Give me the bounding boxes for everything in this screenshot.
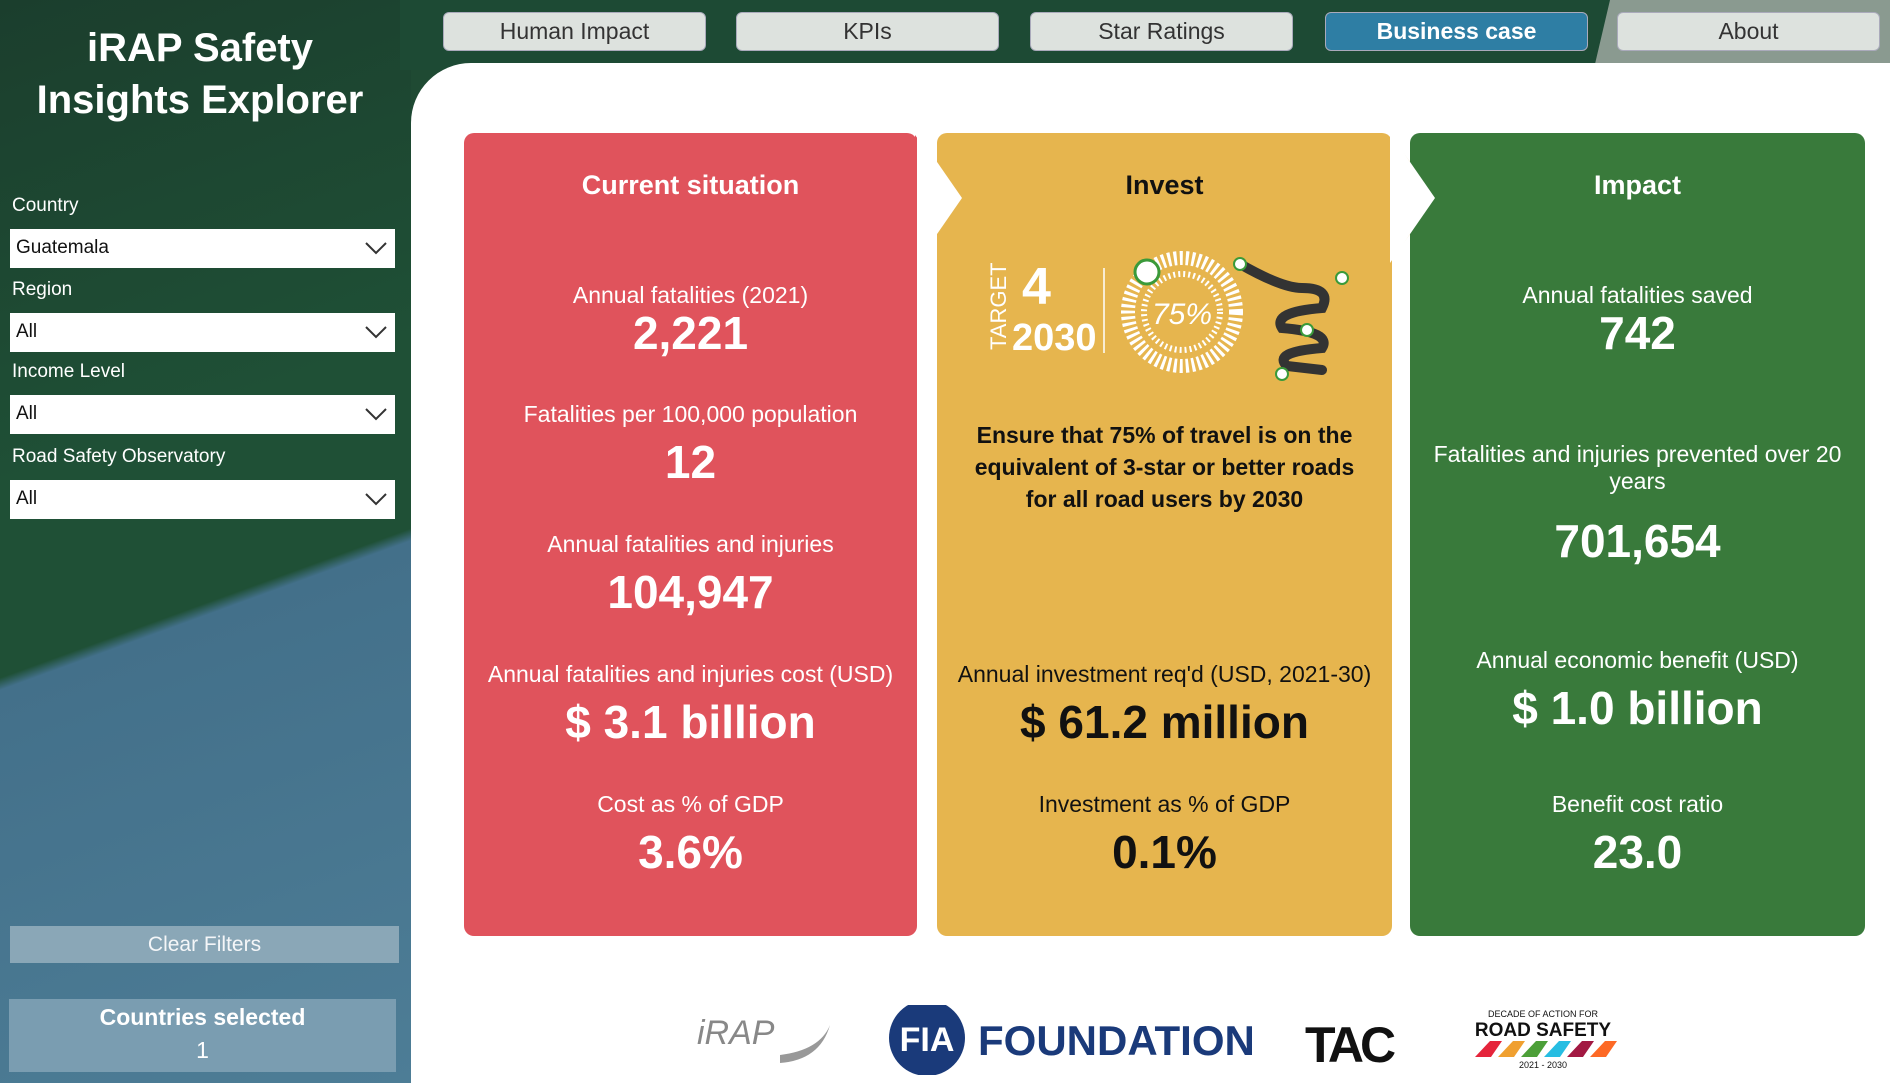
panel-title: Impact xyxy=(1593,170,1682,200)
decade-main: ROAD SAFETY xyxy=(1475,1020,1612,1041)
metric-label: Benefit cost ratio xyxy=(1551,791,1724,817)
metric-label: Cost as % of GDP xyxy=(597,791,784,817)
nav-tab[interactable]: Business case xyxy=(1325,12,1588,51)
metric-value: 701,654 xyxy=(1554,515,1721,567)
fia-circle xyxy=(889,1005,965,1075)
decade-stripe xyxy=(1475,1041,1502,1057)
nav-tab[interactable]: About xyxy=(1617,12,1880,51)
metric-value: 104,947 xyxy=(607,566,774,618)
target-number: 4 xyxy=(1022,258,1051,316)
chevron xyxy=(365,493,387,506)
irap-swoosh xyxy=(780,1025,830,1063)
countries-selected-label: Countries selected xyxy=(99,1004,306,1030)
metric-value: 0.1% xyxy=(1112,826,1217,878)
logo-foundation: FOUNDATION xyxy=(978,1017,1255,1064)
metric-value: 742 xyxy=(1599,307,1676,359)
filter-dropdown[interactable]: All xyxy=(10,395,395,434)
road-check xyxy=(1233,257,1247,271)
road-check xyxy=(1335,271,1349,285)
metric-label: Investment as % of GDP xyxy=(1038,791,1291,817)
panel-title: Current situation xyxy=(581,170,800,200)
road xyxy=(1235,259,1330,375)
filter-label: Region xyxy=(12,279,73,300)
filter-dropdown[interactable]: Guatemala xyxy=(10,229,395,268)
decade-top: DECADE OF ACTION FOR xyxy=(1488,1009,1599,1019)
filter-dropdown[interactable]: All xyxy=(10,480,395,519)
metric-label: Annual investment req'd (USD, 2021-30) xyxy=(957,661,1372,687)
ring-inner xyxy=(1141,271,1223,353)
nav-tab[interactable]: Star Ratings xyxy=(1030,12,1293,51)
panel-title: Invest xyxy=(1125,170,1204,200)
dropdown-arrow xyxy=(365,493,387,506)
filter-dropdown[interactable]: All xyxy=(10,313,395,352)
panel-bg xyxy=(937,133,1392,936)
dropdown-arrow xyxy=(365,242,387,255)
app-title: Insights Explorer xyxy=(36,78,364,122)
metric-label: Annual fatalities and injuries cost (USD… xyxy=(487,661,894,687)
decade-stripe xyxy=(1498,1041,1525,1057)
metric-label: Fatalities per 100,000 population xyxy=(523,401,858,427)
metric-label: Annual fatalities and injuries xyxy=(547,531,834,557)
road-check xyxy=(1300,323,1314,337)
metric-value: $ 1.0 billion xyxy=(1512,682,1763,734)
target-year: 2030 xyxy=(1012,317,1097,359)
road-check xyxy=(1275,367,1289,381)
metric-value: $ 3.1 billion xyxy=(565,696,816,748)
metric-label: Fatalities and injuries prevented over 2… xyxy=(1433,441,1842,494)
logos: FIA FOUNDATION TAC DECADE OF ACTION FORROAD… xyxy=(780,1005,1617,1075)
sidebar xyxy=(0,0,411,1083)
countries-selected-card xyxy=(9,999,396,1072)
target-percent: 75% xyxy=(1152,298,1212,331)
logo-tac: TAC xyxy=(1305,1017,1395,1073)
panel-bg xyxy=(1410,133,1865,936)
metric-value: 2,221 xyxy=(632,307,749,359)
decade-stripe xyxy=(1590,1041,1617,1057)
dropdown-arrow xyxy=(365,326,387,339)
logo-irap: iRAP xyxy=(697,1014,775,1052)
metric-value: 12 xyxy=(664,436,717,488)
metric-label: Annual fatalities (2021) xyxy=(572,282,809,308)
decade-years: 2021 - 2030 xyxy=(1519,1060,1567,1070)
target-description: Ensure that 75% of travel is on the equi… xyxy=(974,422,1355,512)
dropdown-arrow xyxy=(365,408,387,421)
check xyxy=(1133,258,1161,286)
app-title: iRAP Safety xyxy=(86,26,313,70)
arrow-notch xyxy=(917,133,962,263)
decade-stripe xyxy=(1567,1041,1594,1057)
metric-label: Annual fatalities saved xyxy=(1522,282,1753,308)
chevron xyxy=(365,242,387,255)
filter-label: Road Safety Observatory xyxy=(12,446,226,467)
panel-bg xyxy=(464,133,917,936)
ring-outer xyxy=(1121,251,1243,373)
target-word: TARGET xyxy=(986,262,1011,350)
metric-value: 3.6% xyxy=(638,826,743,878)
metric-value: $ 61.2 million xyxy=(1020,696,1309,748)
nav-tab[interactable]: KPIs xyxy=(736,12,999,51)
countries-selected-value: 1 xyxy=(196,1037,209,1063)
clear-filters-button[interactable]: Clear Filters xyxy=(10,926,399,963)
filter-label: Country xyxy=(12,195,79,216)
logo-fia: FIA xyxy=(900,1021,955,1059)
nav-tab[interactable]: Human Impact xyxy=(443,12,706,51)
arrow-notch xyxy=(1390,133,1435,263)
filter-label: Income Level xyxy=(12,361,126,382)
decade-stripe xyxy=(1521,1041,1548,1057)
decade-stripe xyxy=(1544,1041,1571,1057)
metric-value: 23.0 xyxy=(1592,826,1683,878)
chevron xyxy=(365,326,387,339)
metric-label: Annual economic benefit (USD) xyxy=(1476,647,1799,673)
chevron xyxy=(365,408,387,421)
